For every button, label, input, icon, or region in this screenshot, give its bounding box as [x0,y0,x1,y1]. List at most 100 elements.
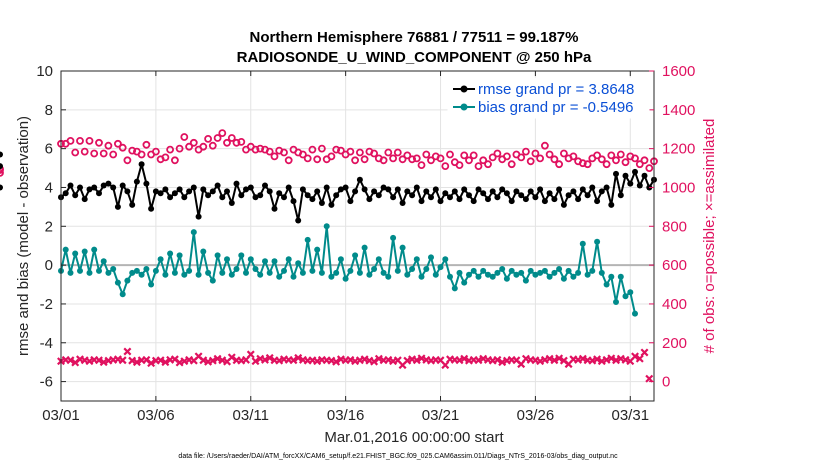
legend-box [447,77,650,119]
data-point [96,190,102,197]
x-tick-label: 03/26 [517,407,555,424]
data-point [352,252,359,259]
obs-possible-point [232,138,241,147]
data-point [124,277,131,284]
obs-possible-point [621,158,630,167]
obs-assimilated-point [161,358,170,367]
data-point [508,198,515,205]
data-point [451,285,458,292]
obs-assimilated-point [251,357,260,366]
data-point [518,192,525,199]
obs-assimilated-point [607,354,616,363]
obs-possible-point [95,138,103,147]
y-right-tick-label: 200 [662,335,687,352]
data-point [195,213,202,220]
legend: rmse grand pr = 3.8648 bias grand pr = -… [447,77,650,119]
obs-possible-point [142,140,151,149]
data-point [447,194,453,201]
obs-possible-point [441,162,450,171]
data-point [157,190,164,197]
series-circle-1 [58,223,638,317]
obs-possible-point [412,154,421,163]
obs-possible-point [185,142,194,151]
y-right-tick-label: 400 [662,296,687,313]
obs-assimilated-point [289,356,298,365]
data-point [541,198,548,205]
y-right-tick-label: 600 [662,257,687,274]
y-tick-label: -4 [40,335,53,352]
data-point [238,192,245,199]
obs-assimilated-point [635,354,644,363]
obs-assimilated-point [208,356,217,365]
data-point [105,269,112,276]
data-point [138,161,145,168]
data-point [328,273,335,280]
obs-possible-point [479,156,488,165]
obs-possible-point [389,154,398,163]
data-point [470,267,477,274]
data-point [224,256,230,263]
data-point [598,269,605,276]
obs-possible-point [370,149,379,158]
data-point [252,194,259,201]
data-point [603,281,610,288]
data-point [133,267,140,274]
obs-possible-point [545,150,554,159]
data-point [133,178,140,185]
obs-assimilated-point [294,353,303,362]
data-point [314,188,321,195]
data-point [285,256,292,263]
obs-possible-point [541,141,549,150]
data-point [513,271,520,278]
data-point [385,273,392,280]
data-point [299,186,306,193]
obs-possible-point [280,148,288,157]
data-point [423,266,430,272]
data-point [632,310,638,317]
data-point [594,238,601,245]
data-point [129,269,136,276]
data-point [375,256,382,263]
data-point [480,190,487,197]
data-point [432,271,439,278]
obs-possible-point [422,150,431,159]
obs-possible-point [560,149,568,158]
data-point [366,196,373,203]
data-point [323,184,330,191]
data-point [195,271,202,278]
data-point [508,267,515,274]
data-point [224,188,230,195]
obs-possible-point [597,155,606,164]
data-point [503,190,510,197]
data-point [537,186,544,193]
data-point [181,271,188,278]
data-point [114,279,121,286]
data-point [361,244,368,251]
obs-possible-point [71,148,80,157]
data-point [352,188,359,195]
data-point [247,184,254,191]
legend-rmse-marker [460,85,468,93]
x-tick-label: 03/21 [422,407,460,424]
obs-possible-point [569,152,578,161]
data-point [285,184,292,191]
data-point [466,192,472,199]
data-point [418,198,425,205]
data-point [518,269,525,276]
data-point [617,273,624,280]
obs-possible-point [507,160,516,169]
data-point [413,184,420,191]
data-point [0,163,3,170]
obs-possible-point [355,148,364,157]
data-point [323,223,330,230]
y-tick-label: 0 [45,257,53,274]
obs-possible-point [474,162,483,171]
obs-assimilated-point [645,374,654,383]
data-point [522,196,529,203]
data-point [366,271,373,278]
data-point [537,269,544,276]
data-point [81,196,88,203]
data-point [603,184,610,191]
data-point [309,267,316,274]
obs-possible-point [393,148,402,157]
